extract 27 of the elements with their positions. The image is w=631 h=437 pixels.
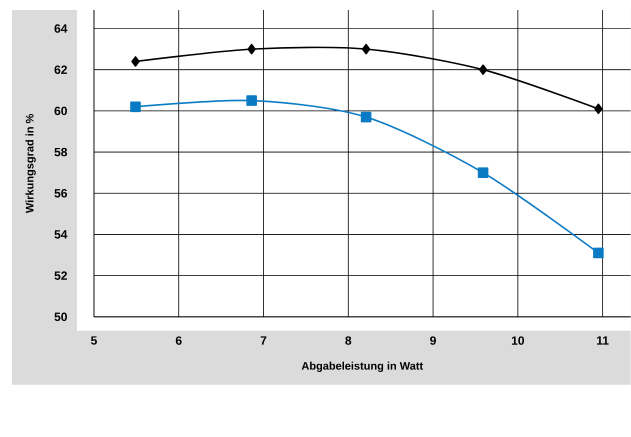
point (247, 44, 256, 55)
point (478, 64, 488, 76)
x-tick-label: 9 (430, 336, 436, 345)
point (593, 248, 604, 258)
point (360, 112, 372, 123)
x-tick-label: 5 (90, 336, 97, 345)
point (131, 56, 140, 67)
y-tick-label: 60 (54, 106, 67, 116)
point (478, 168, 488, 178)
x-tick-label: 10 (512, 336, 524, 345)
y-tick-label: 64 (54, 24, 68, 33)
point (246, 95, 257, 106)
x-tick-label: 8 (345, 336, 352, 345)
point (130, 102, 141, 112)
y-tick-label: 56 (54, 189, 67, 198)
x-tick-label: 11 (597, 336, 609, 345)
x-tick-label: 6 (176, 336, 182, 345)
x-axis-title: Abgabeleistung in Watt (302, 362, 424, 372)
y-tick-label: 54 (54, 230, 68, 239)
y-axis-title: Wirkungsgrad in % (25, 114, 36, 214)
y-tick-label: 52 (54, 272, 67, 280)
y-tick-label: 62 (54, 66, 67, 74)
y-tick-label: 58 (54, 148, 68, 156)
point (362, 44, 370, 55)
y-tick-label: 50 (54, 312, 67, 322)
x-tick-label: 7 (260, 336, 266, 345)
point (594, 104, 603, 114)
